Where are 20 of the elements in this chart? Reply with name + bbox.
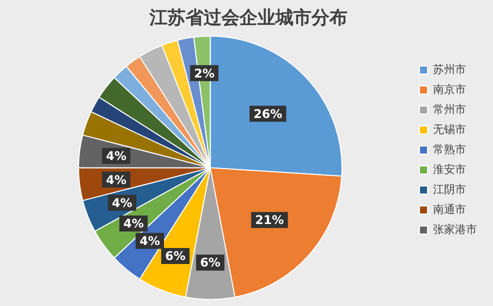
data-label: 6% [165,249,186,264]
data-label: 4% [106,149,126,164]
data-label: 2% [194,66,214,80]
legend-label: 苏州市 [433,62,466,76]
legend-label: 江阴市 [433,182,466,196]
data-label: 6% [200,256,220,270]
legend-label: 南京市 [433,82,466,96]
legend-label: 常州市 [433,102,466,116]
chart-title: 江苏省过会企业城市分布 [148,7,348,28]
data-label: 4% [123,216,144,231]
legend-label: 常熟市 [433,142,466,156]
legend-label: 淮安市 [433,162,466,176]
legend-label: 张家港市 [433,222,477,236]
data-label: 21% [255,213,284,228]
legend-label: 南通市 [433,202,466,216]
legend-label: 无锡市 [433,122,466,136]
data-label: 26% [253,106,282,121]
data-label: 4% [112,196,132,210]
data-label: 4% [106,172,126,187]
data-label: 4% [140,234,160,248]
